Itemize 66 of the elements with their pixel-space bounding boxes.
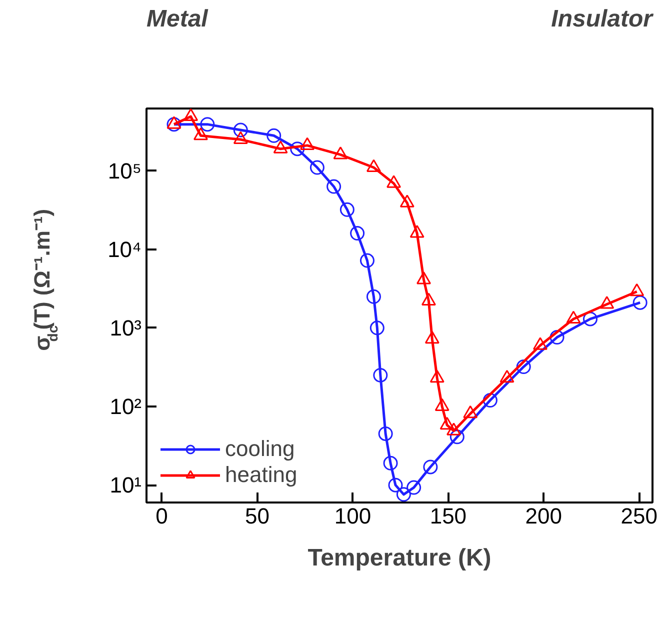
x-tick-label: 0: [156, 504, 168, 528]
point: [383, 456, 398, 470]
point: [410, 225, 424, 238]
point: [333, 146, 348, 160]
point: [600, 296, 614, 309]
point: [366, 159, 381, 172]
point: [326, 179, 342, 194]
point: [200, 117, 215, 132]
y-axis-title: σdc(T) (Ω⁻¹.m⁻¹): [30, 208, 60, 351]
point: [373, 368, 388, 382]
x-tick-label: 150: [430, 504, 467, 528]
point: [310, 160, 324, 175]
point: [233, 131, 248, 144]
point: [421, 292, 436, 306]
x-tick-label: 50: [245, 504, 270, 528]
point: [266, 128, 282, 143]
y-tick-label: 10³: [110, 315, 142, 340]
point: [430, 370, 444, 383]
point: [396, 487, 411, 502]
point: [388, 478, 403, 492]
point: [350, 226, 365, 241]
point: [370, 320, 384, 336]
point: [532, 337, 548, 350]
point: [566, 310, 581, 324]
point: [434, 398, 450, 411]
point: [463, 405, 478, 418]
legend-label: heating: [225, 462, 298, 488]
point: [450, 430, 464, 444]
point: [193, 127, 208, 140]
text: Insulator: [551, 6, 654, 32]
point: [166, 116, 182, 129]
point: [184, 108, 198, 122]
point: [446, 422, 461, 436]
point: [233, 122, 248, 138]
point: [290, 142, 305, 156]
point: [583, 312, 598, 326]
y-tick-label: 10⁵: [108, 158, 142, 184]
point: [400, 194, 414, 208]
point: [366, 289, 381, 304]
point: [632, 295, 648, 310]
point: [423, 460, 438, 474]
point: [166, 117, 182, 132]
point: [386, 175, 402, 188]
point: [378, 426, 393, 441]
x-tick-label: 250: [620, 504, 658, 528]
point: [300, 137, 315, 150]
point: [482, 393, 498, 408]
x-tick-label: 200: [525, 504, 562, 528]
text: Metal: [146, 6, 210, 32]
y-tick-label: 10⁴: [108, 236, 142, 262]
legend-label: cooling: [225, 436, 295, 462]
point: [340, 202, 354, 217]
point: [273, 140, 288, 154]
point: [440, 416, 454, 430]
x-axis-title: Temperature (K): [308, 544, 492, 572]
point: [516, 360, 531, 374]
y-tick-label: 10¹: [110, 472, 142, 498]
point: [630, 283, 644, 296]
point: [416, 272, 431, 284]
y-tick-label: 10²: [110, 394, 142, 419]
point: [550, 330, 564, 345]
point: [424, 330, 440, 344]
point: [360, 253, 374, 268]
point: [500, 370, 514, 383]
x-tick-label: 100: [334, 504, 372, 528]
point: [406, 480, 422, 495]
